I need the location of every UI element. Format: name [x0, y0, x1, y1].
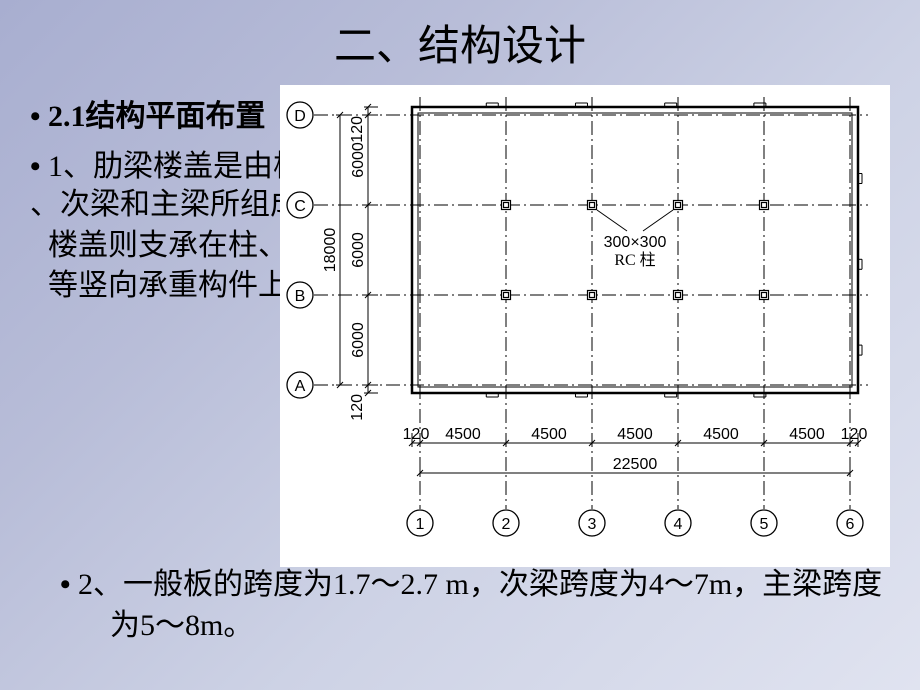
svg-text:6000: 6000: [350, 142, 367, 178]
svg-text:22500: 22500: [613, 456, 658, 473]
svg-text:120: 120: [403, 426, 430, 443]
svg-text:B: B: [295, 288, 306, 305]
svg-text:A: A: [295, 378, 306, 395]
svg-text:4500: 4500: [531, 426, 567, 443]
svg-text:6000: 6000: [350, 322, 367, 358]
item1-prefix: 1、: [48, 150, 93, 183]
svg-text:4500: 4500: [617, 426, 653, 443]
svg-text:6000: 6000: [350, 232, 367, 268]
svg-text:4: 4: [674, 516, 683, 533]
svg-text:2: 2: [502, 516, 511, 533]
svg-text:120: 120: [841, 426, 868, 443]
svg-text:4500: 4500: [703, 426, 739, 443]
bullet-item-2-wrap: 2、一般板的跨度为1.7～2.7 m，次梁跨度为4～7m，主梁跨度为5～8m。: [30, 565, 890, 652]
svg-text:5: 5: [760, 516, 769, 533]
structural-plan-diagram: 300×300RC 柱ABCD1234561206000600060001201…: [280, 85, 890, 567]
svg-text:3: 3: [588, 516, 597, 533]
bullet-item-2: 2、一般板的跨度为1.7～2.7 m，次梁跨度为4～7m，主梁跨度为5～8m。: [60, 565, 890, 646]
section-heading: 2.1结构平面布置: [48, 100, 266, 133]
svg-text:120: 120: [349, 394, 366, 421]
svg-text:RC 柱: RC 柱: [614, 251, 655, 269]
svg-text:6: 6: [846, 516, 855, 533]
page-title: 二、结构设计: [0, 0, 920, 73]
svg-text:D: D: [294, 108, 306, 125]
svg-text:C: C: [294, 198, 306, 215]
svg-text:4500: 4500: [789, 426, 825, 443]
svg-text:4500: 4500: [445, 426, 481, 443]
svg-text:120: 120: [349, 116, 366, 143]
svg-text:300×300: 300×300: [604, 234, 667, 251]
svg-text:1: 1: [416, 516, 425, 533]
svg-text:18000: 18000: [322, 228, 339, 273]
